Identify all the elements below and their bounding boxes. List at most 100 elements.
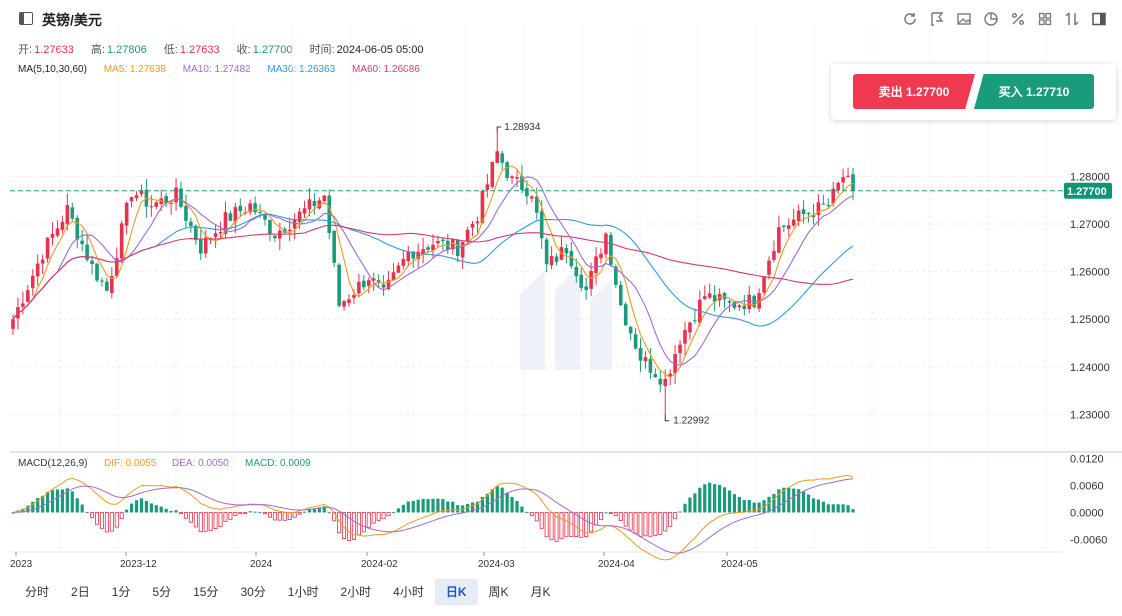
macd-bar bbox=[218, 512, 223, 527]
period-tab-6[interactable]: 1小时 bbox=[287, 585, 319, 599]
macd-bar bbox=[401, 504, 405, 513]
candle-body bbox=[470, 223, 475, 228]
candle-body bbox=[386, 279, 391, 290]
candle-body bbox=[623, 304, 628, 326]
candle-body bbox=[169, 202, 173, 204]
candle-body bbox=[268, 219, 272, 234]
y-tick-label: 1.24000 bbox=[1070, 362, 1110, 374]
candle-body bbox=[549, 255, 554, 266]
image-icon[interactable] bbox=[950, 8, 977, 30]
macd-bar bbox=[75, 498, 79, 513]
percent-icon[interactable] bbox=[1004, 8, 1031, 30]
x-tick-label: 2023-12 bbox=[120, 559, 157, 570]
grid-icon[interactable] bbox=[1031, 8, 1058, 30]
macd-bar bbox=[515, 500, 519, 513]
macd-bar bbox=[178, 512, 183, 514]
candle-body bbox=[26, 290, 30, 302]
macd-bar bbox=[708, 482, 712, 513]
macd-bar bbox=[505, 492, 509, 513]
candle-body bbox=[401, 258, 406, 266]
period-tab-2[interactable]: 1分 bbox=[111, 585, 131, 599]
ma30-value: MA30: 1.26363 bbox=[267, 64, 336, 75]
macd-bar bbox=[613, 512, 618, 517]
period-tab-0[interactable]: 分时 bbox=[25, 585, 50, 599]
candle-body bbox=[441, 239, 445, 242]
buy-button[interactable]: 买入 1.27710 bbox=[974, 74, 1094, 109]
candle-body bbox=[653, 374, 658, 378]
macd-bar bbox=[134, 500, 139, 513]
period-tab-11[interactable]: 月K bbox=[530, 585, 551, 599]
candle-body bbox=[841, 177, 845, 183]
sort-icon[interactable] bbox=[1058, 8, 1085, 30]
macd-bar bbox=[604, 512, 608, 514]
candle-body bbox=[589, 270, 593, 289]
period-tab-4[interactable]: 15分 bbox=[193, 585, 219, 599]
candle-body bbox=[465, 229, 470, 242]
candle-body bbox=[460, 241, 465, 258]
candle-body bbox=[505, 162, 509, 178]
candlestick-chart[interactable]: 1.28000 1.27000 1.26000 1.25000 1.24000 1.230… bbox=[0, 0, 1122, 578]
sell-button[interactable]: 卖出 1.27700 bbox=[853, 74, 975, 109]
candle-body bbox=[95, 263, 99, 281]
macd-bar bbox=[159, 506, 163, 513]
period-tab-7[interactable]: 2小时 bbox=[340, 585, 372, 599]
macd-bar bbox=[436, 498, 440, 513]
candle-body bbox=[688, 322, 692, 333]
macd-bar bbox=[282, 512, 287, 521]
candle-body bbox=[436, 240, 440, 244]
period-tab-9[interactable]: 日K bbox=[434, 579, 478, 605]
macd-tick-label: 0.0060 bbox=[1070, 481, 1104, 493]
refresh-icon[interactable] bbox=[896, 8, 923, 30]
candle-body bbox=[722, 293, 727, 300]
macd-bar bbox=[623, 512, 628, 527]
current-price-label: 1.27700 bbox=[1067, 186, 1107, 198]
panel-icon[interactable] bbox=[1085, 8, 1112, 30]
sidebar-toggle-icon[interactable] bbox=[19, 12, 33, 25]
macd-bar bbox=[183, 512, 188, 519]
macd-bar bbox=[80, 504, 84, 513]
dea-line bbox=[12, 478, 854, 554]
macd-bar bbox=[287, 512, 292, 521]
macd-bar bbox=[371, 512, 376, 524]
max-price-label: 1.28934 bbox=[504, 122, 541, 133]
macd-bar bbox=[752, 502, 756, 513]
y-tick-label: 1.23000 bbox=[1070, 409, 1110, 421]
dif-line bbox=[12, 474, 854, 561]
macd-bar bbox=[618, 512, 623, 521]
candle-body bbox=[633, 334, 638, 349]
macd-bar bbox=[351, 512, 356, 540]
draw-icon[interactable] bbox=[923, 8, 950, 30]
macd-bar bbox=[292, 512, 297, 518]
chart-toolbar bbox=[896, 8, 1112, 30]
period-tab-10[interactable]: 周K bbox=[488, 585, 509, 599]
macd-bar bbox=[757, 502, 761, 513]
macd-bar bbox=[485, 493, 489, 513]
macd-bar bbox=[248, 511, 252, 513]
candle-body bbox=[683, 330, 687, 344]
period-tab-5[interactable]: 30分 bbox=[240, 585, 266, 599]
period-tab-1[interactable]: 2日 bbox=[71, 585, 90, 599]
candle-body bbox=[485, 184, 490, 190]
macd-bar bbox=[673, 512, 678, 520]
macd-bar bbox=[65, 488, 69, 513]
period-tab-3[interactable]: 5分 bbox=[152, 585, 172, 599]
candle-body bbox=[411, 251, 416, 259]
x-tick-label: 2024-02 bbox=[361, 559, 398, 570]
macd-bar bbox=[297, 512, 302, 515]
current-price-badge bbox=[1064, 182, 1112, 199]
candle-body bbox=[544, 239, 549, 265]
period-tab-8[interactable]: 4小时 bbox=[393, 585, 424, 599]
candle-body bbox=[292, 219, 297, 229]
macd-bar bbox=[747, 500, 751, 513]
candle-body bbox=[263, 214, 267, 220]
dif-value: DIF: 0.0055 bbox=[104, 458, 157, 469]
pie-chart-icon[interactable] bbox=[977, 8, 1004, 30]
candle-body bbox=[515, 177, 519, 179]
y-tick-label: 1.25000 bbox=[1070, 314, 1110, 326]
macd-bar bbox=[727, 490, 732, 513]
candle-body bbox=[609, 234, 613, 265]
candle-body bbox=[772, 250, 776, 260]
candle-body bbox=[663, 378, 668, 387]
candle-body bbox=[712, 295, 717, 302]
candle-body bbox=[218, 232, 223, 234]
